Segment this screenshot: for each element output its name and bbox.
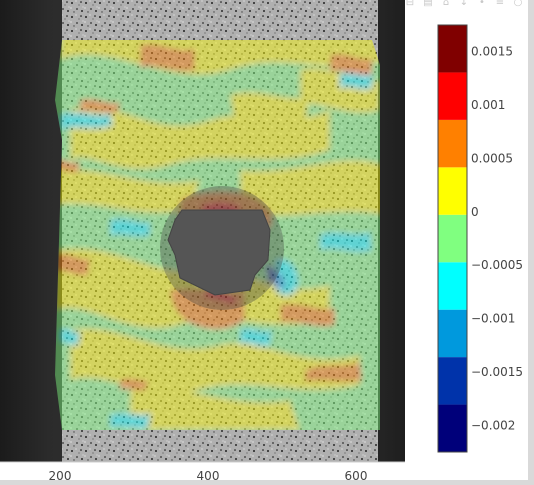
colorbar-band: [438, 25, 467, 73]
x-tick-label: 400: [197, 469, 220, 483]
x-axis: 200 400 600: [0, 461, 405, 483]
frame-bottom-edge: [0, 480, 534, 485]
colorbar-band: [438, 214, 467, 263]
colorbar-tick-label: 0.0015: [471, 45, 513, 59]
colorbar-band: [438, 167, 467, 215]
spike-lines-icon[interactable]: ↕: [459, 0, 469, 8]
colorbar-tick-label: −0.001: [471, 312, 515, 326]
zoom-out-icon[interactable]: ⊟: [405, 0, 415, 8]
colorbar-band: [438, 262, 467, 310]
reset-axes-icon[interactable]: ⌂: [442, 0, 450, 8]
colorbar-band: [438, 404, 467, 452]
x-tick-label: 600: [345, 469, 368, 483]
hover-closest-icon[interactable]: •: [479, 0, 485, 8]
colorbar-band: [438, 309, 467, 358]
colorbar-band: [438, 357, 467, 405]
hover-compare-icon[interactable]: ≡: [495, 0, 505, 8]
colorbar-tick-label: −0.002: [471, 418, 515, 432]
colorbar: 0.0015 0.001 0.0005 0 −0.0005 −0.001 −0.0015 −0…: [437, 24, 523, 453]
x-tick-label: 200: [49, 469, 72, 483]
plotly-logo-icon[interactable]: ○: [513, 0, 523, 8]
colorbar-tick-label: 0: [471, 205, 479, 219]
frame-right-edge: [528, 0, 534, 485]
specimen-edge-bands: [62, 0, 378, 462]
colorbar-outline: [437, 24, 468, 453]
strain-contours: [55, 40, 380, 430]
specimen-hole: [160, 186, 284, 310]
autoscale-icon[interactable]: ▤: [423, 0, 433, 8]
colorbar-band: [438, 72, 467, 120]
colorbar-tick-label: 0.001: [471, 98, 505, 112]
colorbar-tick-label: 0.0005: [471, 151, 513, 165]
colorbar-tick-label: −0.0015: [471, 365, 523, 379]
colorbar-tick-label: −0.0005: [471, 258, 523, 272]
colorbar-band: [438, 119, 467, 168]
